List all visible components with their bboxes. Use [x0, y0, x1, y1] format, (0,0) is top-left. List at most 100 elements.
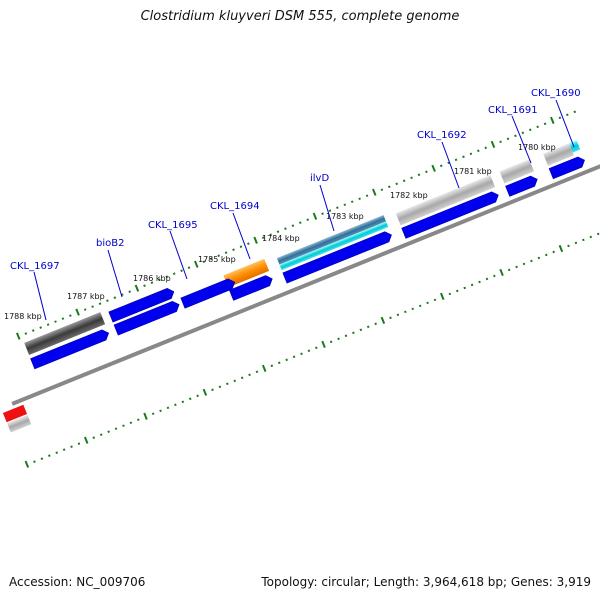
inner-tick	[240, 376, 244, 380]
kbp-tick	[365, 194, 369, 198]
kbp-tick	[39, 326, 42, 329]
gene-block-ckl1691[interactable]	[499, 159, 535, 184]
kbp-tick	[239, 245, 243, 248]
kbp-tick	[187, 266, 191, 269]
inner-tick	[77, 442, 81, 446]
gene-label-ckl1690[interactable]: CKL_1690	[531, 88, 581, 99]
kbp-tick	[543, 122, 547, 126]
inner-tick	[277, 361, 281, 365]
kbp-tick	[566, 113, 569, 117]
inner-tick	[33, 460, 36, 464]
inner-tick	[40, 457, 44, 461]
cds-arrow[interactable]	[113, 299, 181, 336]
leader-line	[33, 271, 47, 321]
kbp-tick	[261, 236, 265, 240]
kbp-tick	[150, 281, 154, 284]
kbp-tick	[573, 110, 577, 114]
kbp-tick	[328, 209, 332, 213]
inner-tick	[83, 436, 89, 444]
inner-tick	[544, 253, 548, 257]
inner-tick	[329, 340, 333, 344]
inner-tick	[99, 433, 103, 437]
inner-tick	[558, 244, 564, 253]
gene-label-ckl1695[interactable]: CKL_1695	[148, 220, 198, 231]
kbp-tick	[16, 332, 21, 340]
cds-arrow[interactable]	[180, 277, 237, 309]
genome-track	[2, 110, 600, 468]
inner-tick	[596, 232, 600, 236]
inner-tick	[493, 274, 496, 278]
kbp-tick	[484, 146, 488, 150]
genome-summary-text: Topology: circular; Length: 3,964,618 bp…	[261, 575, 591, 589]
gene-block-ckl1690[interactable]	[543, 143, 574, 166]
inner-tick	[389, 316, 392, 320]
inner-tick	[159, 409, 162, 413]
gene-block-ckl1692[interactable]	[395, 175, 496, 226]
kbp-tick	[24, 332, 28, 335]
kbp-label-1786: 1786 kbp	[133, 274, 171, 283]
inner-tick	[151, 412, 155, 416]
gene-label-ckl1692[interactable]: CKL_1692	[417, 130, 467, 141]
kbp-tick	[298, 221, 302, 225]
inner-tick	[202, 388, 208, 396]
inner-tick	[499, 268, 504, 277]
inner-tick	[455, 289, 459, 293]
inner-tick	[307, 349, 311, 353]
genome-backbone	[11, 147, 600, 406]
inner-tick	[522, 262, 526, 266]
kbp-tick	[439, 164, 443, 168]
kbp-label-1784: 1784 kbp	[262, 234, 300, 243]
inner-tick	[359, 328, 363, 332]
gene-label-ckl1691[interactable]: CKL_1691	[488, 105, 538, 116]
inner-tick	[292, 355, 296, 359]
gene-label-ckl1694[interactable]: CKL_1694	[210, 201, 260, 212]
cds-arrow[interactable]	[30, 328, 111, 370]
gene-block-ckl1690-cyan[interactable]	[569, 140, 581, 153]
kbp-tick	[106, 299, 109, 302]
inner-tick	[137, 418, 140, 422]
gene-block-ckl1694[interactable]	[223, 258, 270, 288]
inner-tick	[582, 238, 585, 242]
inner-tick	[418, 304, 422, 308]
kbp-tick	[128, 290, 132, 293]
kbp-tick	[247, 242, 250, 246]
gene-label-biob2[interactable]: bioB2	[96, 238, 124, 249]
gene-block-red[interactable]	[2, 404, 28, 423]
kbp-tick	[321, 212, 324, 216]
gene-block-ilvd-cyan[interactable]	[279, 221, 389, 271]
gene-label-ckl1697[interactable]: CKL_1697	[10, 261, 60, 272]
kbp-label-1780: 1780 kbp	[518, 143, 556, 152]
gene-block-ckl1697[interactable]	[24, 312, 106, 355]
gene-block-gray-low[interactable]	[7, 414, 32, 433]
kbp-tick	[276, 230, 280, 234]
cds-arrow[interactable]	[282, 230, 394, 284]
kbp-tick	[143, 284, 146, 287]
inner-tick	[552, 250, 555, 254]
kbp-tick	[232, 248, 235, 251]
kbp-tick	[431, 164, 436, 172]
inner-tick	[537, 256, 541, 260]
kbp-tick	[550, 116, 555, 124]
kbp-tick	[284, 227, 287, 231]
cds-arrow[interactable]	[108, 286, 176, 323]
inner-tick	[366, 325, 370, 329]
kbp-tick	[31, 329, 35, 332]
gene-block-ilvd[interactable]	[276, 215, 387, 265]
inner-tick	[337, 337, 340, 341]
inner-tick	[515, 265, 518, 269]
cds-arrow[interactable]	[548, 155, 586, 180]
kbp-tick	[388, 185, 391, 189]
leader-line	[441, 141, 460, 189]
cds-arrow[interactable]	[505, 174, 540, 197]
inner-tick-row	[24, 232, 600, 468]
kbp-tick	[380, 188, 384, 192]
cds-arrow[interactable]	[229, 274, 274, 301]
kbp-tick	[425, 170, 428, 174]
kbp-tick	[477, 149, 480, 153]
inner-tick	[463, 286, 466, 290]
cds-arrow[interactable]	[401, 190, 501, 239]
kbp-tick	[69, 314, 72, 317]
inner-tick	[166, 406, 170, 410]
gene-label-ilvd[interactable]: ilvD	[310, 173, 329, 184]
